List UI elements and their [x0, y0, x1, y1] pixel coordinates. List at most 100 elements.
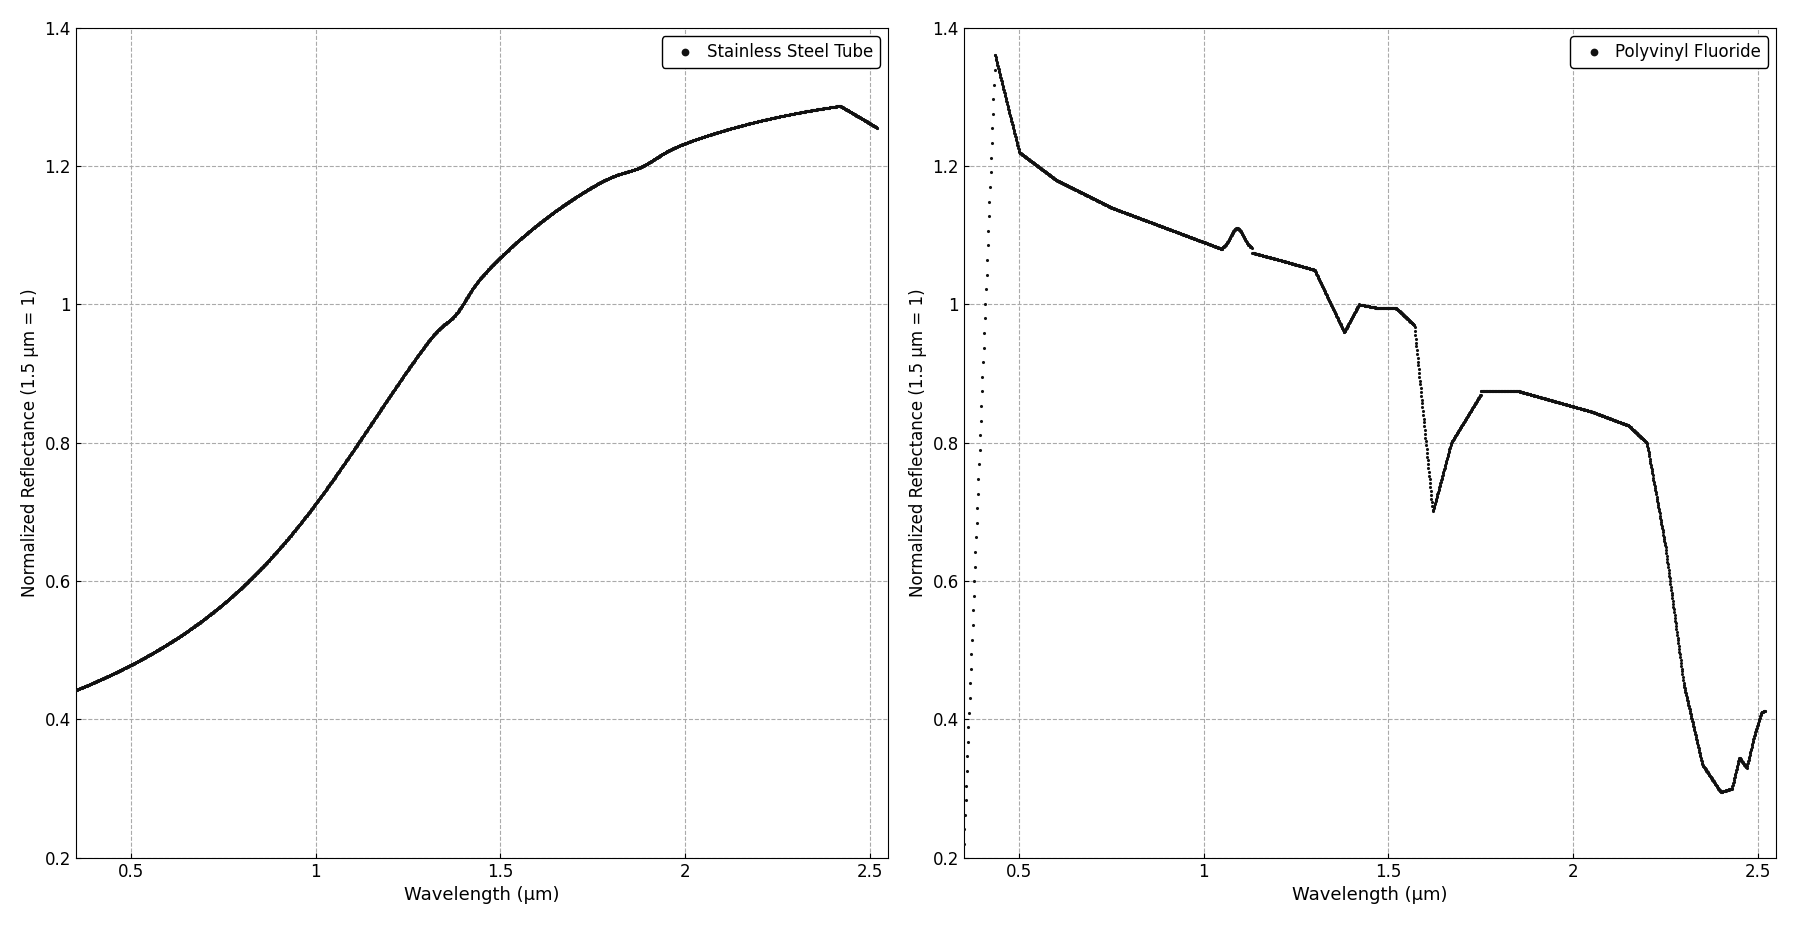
Stainless Steel Tube	[133, 648, 162, 663]
Stainless Steel Tube	[160, 633, 189, 648]
Polyvinyl Fluoride	[1299, 263, 1328, 278]
Polyvinyl Fluoride	[1504, 384, 1533, 399]
Stainless Steel Tube	[739, 116, 767, 130]
Stainless Steel Tube	[715, 121, 744, 136]
Stainless Steel Tube	[158, 634, 187, 648]
Stainless Steel Tube	[86, 672, 115, 687]
Polyvinyl Fluoride	[1527, 390, 1556, 405]
Stainless Steel Tube	[467, 269, 496, 284]
Polyvinyl Fluoride	[1134, 214, 1163, 228]
Stainless Steel Tube	[564, 188, 593, 203]
Stainless Steel Tube	[769, 108, 798, 123]
Stainless Steel Tube	[602, 167, 631, 182]
Stainless Steel Tube	[548, 199, 577, 214]
Polyvinyl Fluoride	[1562, 400, 1590, 414]
Stainless Steel Tube	[568, 186, 597, 201]
Polyvinyl Fluoride	[967, 399, 996, 413]
Polyvinyl Fluoride	[1359, 300, 1387, 314]
Polyvinyl Fluoride	[1145, 218, 1173, 233]
Stainless Steel Tube	[419, 328, 447, 343]
Polyvinyl Fluoride	[1474, 384, 1502, 399]
Polyvinyl Fluoride	[1391, 309, 1420, 324]
Polyvinyl Fluoride	[1725, 751, 1754, 766]
Stainless Steel Tube	[769, 108, 798, 123]
Polyvinyl Fluoride	[1700, 774, 1729, 789]
Polyvinyl Fluoride	[1037, 169, 1066, 184]
Polyvinyl Fluoride	[1305, 270, 1333, 285]
Polyvinyl Fluoride	[1227, 227, 1256, 241]
Polyvinyl Fluoride	[1155, 222, 1184, 237]
Stainless Steel Tube	[516, 224, 544, 239]
Polyvinyl Fluoride	[1574, 403, 1603, 418]
Stainless Steel Tube	[469, 268, 498, 283]
Stainless Steel Tube	[807, 102, 836, 117]
Stainless Steel Tube	[185, 614, 214, 629]
Polyvinyl Fluoride	[1385, 303, 1414, 318]
Polyvinyl Fluoride	[1603, 414, 1632, 429]
Polyvinyl Fluoride	[1087, 195, 1116, 210]
Stainless Steel Tube	[68, 680, 97, 695]
Polyvinyl Fluoride	[1409, 403, 1438, 418]
Polyvinyl Fluoride	[1299, 263, 1328, 278]
Polyvinyl Fluoride	[1632, 435, 1660, 450]
Stainless Steel Tube	[244, 562, 273, 577]
Stainless Steel Tube	[532, 211, 561, 226]
Polyvinyl Fluoride	[1321, 308, 1350, 323]
Stainless Steel Tube	[478, 257, 507, 272]
Polyvinyl Fluoride	[1438, 433, 1466, 448]
Polyvinyl Fluoride	[1188, 234, 1217, 249]
Stainless Steel Tube	[395, 359, 424, 374]
Stainless Steel Tube	[165, 629, 194, 644]
Stainless Steel Tube	[841, 107, 870, 122]
Polyvinyl Fluoride	[1592, 410, 1621, 425]
Stainless Steel Tube	[298, 500, 327, 515]
Polyvinyl Fluoride	[1060, 181, 1089, 196]
Polyvinyl Fluoride	[974, 209, 1003, 224]
Polyvinyl Fluoride	[1274, 255, 1303, 270]
Polyvinyl Fluoride	[1377, 301, 1405, 315]
Stainless Steel Tube	[446, 302, 474, 316]
Polyvinyl Fluoride	[1484, 384, 1513, 399]
Polyvinyl Fluoride	[1711, 783, 1739, 798]
Stainless Steel Tube	[654, 142, 683, 157]
Stainless Steel Tube	[809, 101, 837, 116]
Stainless Steel Tube	[307, 487, 336, 502]
Stainless Steel Tube	[465, 271, 494, 286]
Polyvinyl Fluoride	[1035, 167, 1064, 182]
Polyvinyl Fluoride	[1031, 165, 1060, 179]
Stainless Steel Tube	[620, 162, 649, 177]
Polyvinyl Fluoride	[1544, 395, 1572, 410]
Stainless Steel Tube	[221, 586, 250, 600]
Polyvinyl Fluoride	[1438, 434, 1466, 449]
Polyvinyl Fluoride	[1502, 384, 1531, 399]
Stainless Steel Tube	[234, 574, 262, 588]
Stainless Steel Tube	[365, 404, 394, 419]
Stainless Steel Tube	[633, 156, 661, 171]
Polyvinyl Fluoride	[1159, 223, 1188, 238]
Stainless Steel Tube	[834, 104, 863, 118]
Stainless Steel Tube	[192, 610, 221, 625]
Polyvinyl Fluoride	[1357, 300, 1385, 314]
Stainless Steel Tube	[525, 216, 553, 231]
Stainless Steel Tube	[365, 403, 394, 418]
Polyvinyl Fluoride	[1470, 384, 1499, 399]
Stainless Steel Tube	[140, 645, 169, 660]
Stainless Steel Tube	[433, 315, 462, 330]
Stainless Steel Tube	[453, 290, 482, 304]
Stainless Steel Tube	[478, 258, 507, 273]
Stainless Steel Tube	[316, 475, 345, 489]
Polyvinyl Fluoride	[1274, 255, 1303, 270]
Polyvinyl Fluoride	[1375, 301, 1403, 315]
Stainless Steel Tube	[275, 530, 304, 545]
Polyvinyl Fluoride	[1515, 387, 1544, 401]
Polyvinyl Fluoride	[1159, 224, 1188, 239]
Stainless Steel Tube	[651, 145, 679, 160]
Stainless Steel Tube	[861, 119, 890, 134]
Stainless Steel Tube	[135, 648, 164, 662]
Stainless Steel Tube	[320, 470, 349, 485]
Polyvinyl Fluoride	[1718, 781, 1747, 796]
Polyvinyl Fluoride	[1231, 233, 1260, 248]
Polyvinyl Fluoride	[1112, 206, 1141, 221]
Polyvinyl Fluoride	[1206, 241, 1235, 256]
Stainless Steel Tube	[523, 217, 552, 232]
